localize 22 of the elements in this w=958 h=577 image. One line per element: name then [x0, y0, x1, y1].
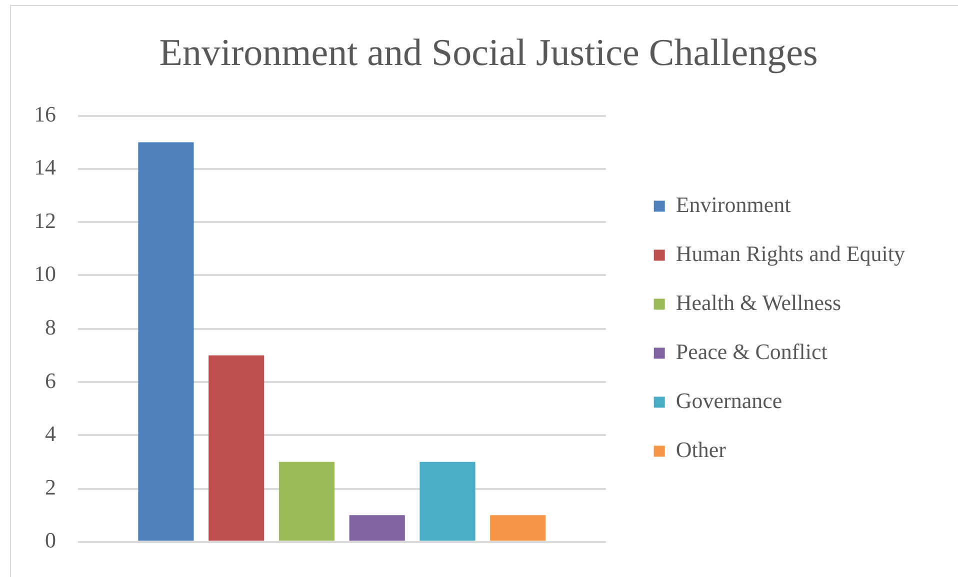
- bar: [138, 142, 194, 541]
- y-tick-label: 6: [45, 368, 56, 393]
- y-tick-label: 8: [45, 314, 56, 340]
- bar: [490, 515, 546, 541]
- y-tick-label: 2: [45, 474, 56, 500]
- legend-label: Peace & Conflict: [676, 338, 828, 364]
- bar: [208, 355, 264, 541]
- y-tick-label: 16: [34, 101, 56, 126]
- y-tick-label: 10: [34, 261, 56, 286]
- chart-title: Environment and Social Justice Challenges: [159, 32, 818, 74]
- legend-label: Environment: [676, 192, 791, 217]
- bar: [349, 515, 405, 541]
- legend-label: Human Rights and Equity: [676, 240, 906, 266]
- y-tick-label: 12: [34, 208, 56, 233]
- bar: [420, 462, 476, 541]
- legend-label: Health & Wellness: [676, 290, 842, 315]
- legend-label: Other: [676, 436, 727, 462]
- bar: [278, 462, 335, 541]
- y-tick-label: 0: [45, 528, 56, 553]
- y-tick-label: 4: [45, 421, 56, 446]
- y-tick-label: 14: [34, 154, 56, 180]
- legend-label: Governance: [676, 388, 782, 413]
